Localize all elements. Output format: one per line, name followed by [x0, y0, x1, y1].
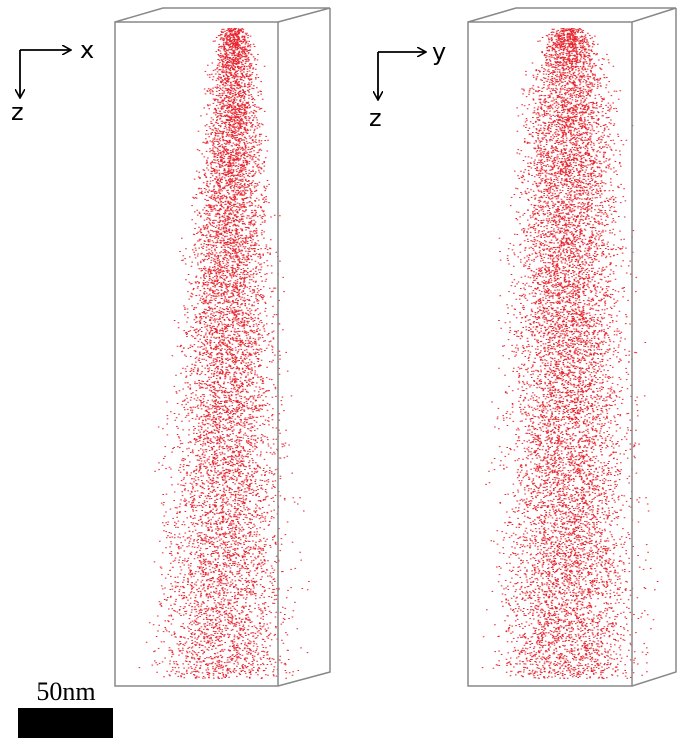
scale-bar [18, 708, 113, 738]
axis-label-z-left: z [11, 98, 24, 126]
point-clouds [138, 28, 659, 679]
left-cloud [138, 28, 310, 679]
right-cloud [481, 28, 659, 679]
scale-bar-label: 50nm [36, 677, 95, 706]
right-box [467, 7, 677, 687]
axis-label-y: y [432, 38, 446, 66]
axis-label-x: x [80, 36, 94, 64]
axis-label-z-right: z [369, 104, 382, 132]
bounding-boxes [114, 7, 677, 687]
axis-arrows [20, 50, 425, 99]
left-box [114, 7, 331, 687]
